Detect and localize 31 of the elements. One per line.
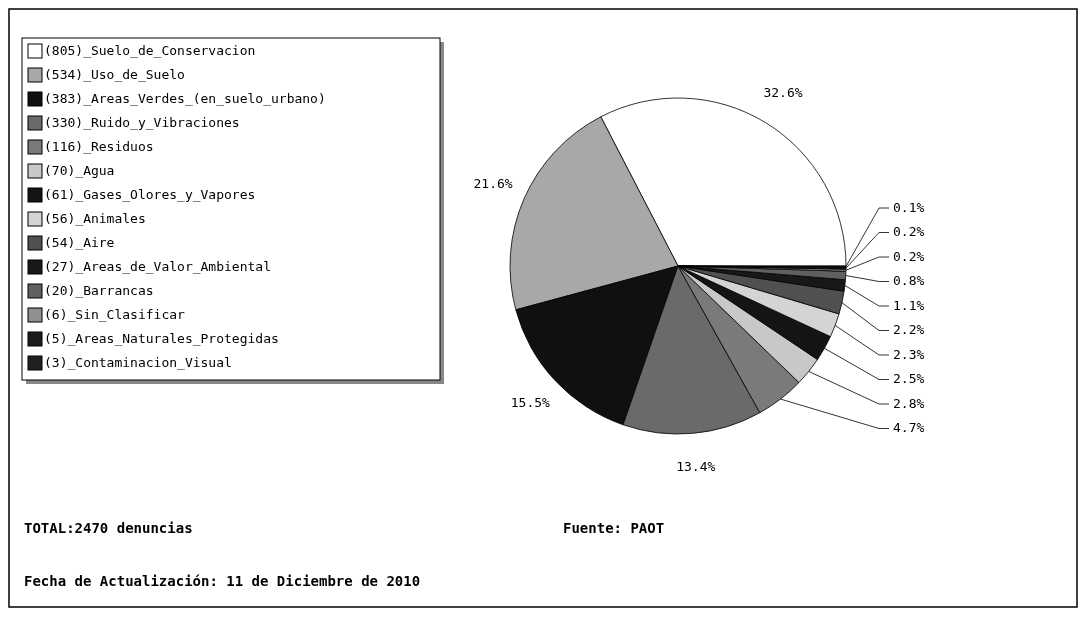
data-label: 2.8%	[893, 395, 925, 411]
data-label: 1.1%	[893, 297, 925, 313]
legend-label: (3)_Contaminacion_Visual	[44, 354, 232, 370]
legend-label: (61)_Gases_Olores_y_Vapores	[44, 186, 256, 202]
legend-label: (6)_Sin_Clasificar	[44, 306, 186, 322]
legend-label: (20)_Barrancas	[44, 282, 154, 298]
data-label: 32.6%	[763, 84, 803, 100]
data-label: 2.5%	[893, 371, 925, 386]
data-label: 13.4%	[676, 458, 716, 474]
legend-label: (383)_Areas_Verdes_(en_suelo_urbano)	[44, 90, 326, 106]
data-label: 0.1%	[893, 199, 925, 215]
data-label: 2.2%	[893, 322, 925, 337]
legend-label: (27)_Areas_de_Valor_Ambiental	[44, 258, 271, 274]
legend-label: (70)_Agua	[44, 162, 115, 178]
legend-label: (534)_Uso_de_Suelo	[44, 66, 185, 82]
text: TOTAL:2470 denuncias	[24, 520, 193, 536]
data-label: 2.3%	[893, 346, 925, 362]
legend-label: (5)_Areas_Naturales_Protegidas	[44, 330, 279, 346]
data-label: 0.8%	[893, 273, 925, 288]
data-label: 21.6%	[473, 176, 513, 192]
data-label: 4.7%	[893, 420, 925, 435]
source-note: Fuente: PAOT	[563, 520, 665, 536]
legend-label: (116)_Residuos	[44, 138, 154, 154]
data-label: 0.2%	[893, 224, 925, 239]
legend-label: (56)_Animales	[44, 210, 146, 226]
text: Fecha de Actualización: 11 de Diciembre de 2010	[24, 573, 421, 589]
legend-label: (330)_Ruido_y_Vibraciones	[44, 114, 240, 130]
data-label: 0.2%	[893, 248, 925, 264]
legend-label: (54)_Aire	[44, 234, 115, 250]
legend-label: (805)_Suelo_de_Conservacion	[44, 42, 256, 58]
data-label: 15.5%	[510, 395, 551, 411]
